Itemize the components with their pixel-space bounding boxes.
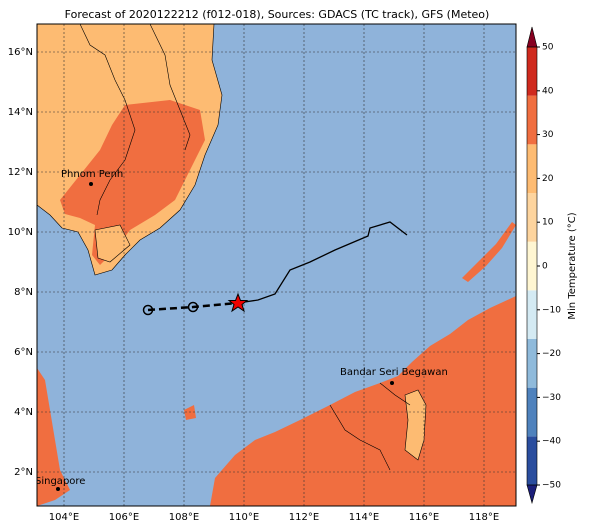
city-dot: [390, 381, 394, 385]
y-tick-label: 12°N: [8, 167, 33, 178]
track-point: [187, 301, 199, 313]
colorbar-tick-label: −30: [542, 393, 561, 403]
colorbar-tick-label: 50: [542, 43, 554, 53]
city-dot: [89, 182, 93, 186]
colorbar-tick-label: 20: [542, 174, 554, 184]
colorbar-band: [527, 144, 537, 193]
y-tick-label: 14°N: [8, 107, 33, 118]
x-tick-label: 106°E: [109, 512, 139, 523]
storm-position: [227, 292, 249, 313]
colorbar-tick-label: 10: [542, 218, 554, 228]
y-tick-label: 16°N: [8, 47, 33, 58]
track-point: [142, 304, 154, 316]
title: Forecast of 2020122212 (f012-018), Sourc…: [65, 8, 490, 21]
colorbar: −50 −40 −30 −20 −10 0 10 20 30 40 50: [526, 26, 561, 505]
colorbar-tick-label: −50: [542, 481, 561, 491]
colorbar-extend: [526, 484, 538, 505]
colorbar-band: [527, 193, 537, 242]
x-tick-label: 118°E: [469, 512, 499, 523]
map-area: Phnom Penh Bandar Seri Begawan Singapore: [35, 24, 516, 506]
colorbar-tick-label: −10: [542, 305, 561, 315]
colorbar-tick-label: 30: [542, 130, 554, 140]
x-tick-label: 114°E: [349, 512, 379, 523]
forecast-track: [147, 301, 239, 312]
x-tick-label: 108°E: [169, 512, 199, 523]
city-label: Bandar Seri Begawan: [340, 367, 448, 378]
colorbar-label: Min Temperature (°C): [567, 212, 578, 319]
city-dot: [56, 487, 60, 491]
city-label: Singapore: [35, 476, 85, 487]
x-tick-label: 116°E: [409, 512, 439, 523]
map-frame: [36, 23, 517, 507]
y-tick-label: 10°N: [8, 227, 33, 238]
city-label: Phnom Penh: [61, 169, 123, 180]
observed-track: [237, 221, 408, 304]
colorbar-band: [527, 436, 537, 485]
colorbar-band: [527, 241, 537, 291]
y-tick-label: 2°N: [14, 467, 33, 478]
colorbar-band: [527, 339, 537, 388]
x-tick-label: 110°E: [229, 512, 259, 523]
colorbar-band: [527, 47, 537, 96]
colorbar-band: [527, 290, 537, 339]
colorbar-tick-label: 40: [542, 86, 554, 96]
y-tick-label: 8°N: [14, 287, 33, 298]
colorbar-tick-label: −40: [542, 437, 561, 447]
y-tick-label: 4°N: [14, 407, 33, 418]
colorbar-extend: [526, 26, 538, 48]
colorbar-band: [527, 387, 537, 437]
colorbar-band: [527, 95, 537, 145]
colorbar-tick-label: −20: [542, 349, 561, 359]
y-tick-label: 6°N: [14, 347, 33, 358]
x-tick-label: 112°E: [289, 512, 319, 523]
colorbar-tick-label: 0: [542, 262, 548, 272]
x-tick-label: 104°E: [49, 512, 79, 523]
